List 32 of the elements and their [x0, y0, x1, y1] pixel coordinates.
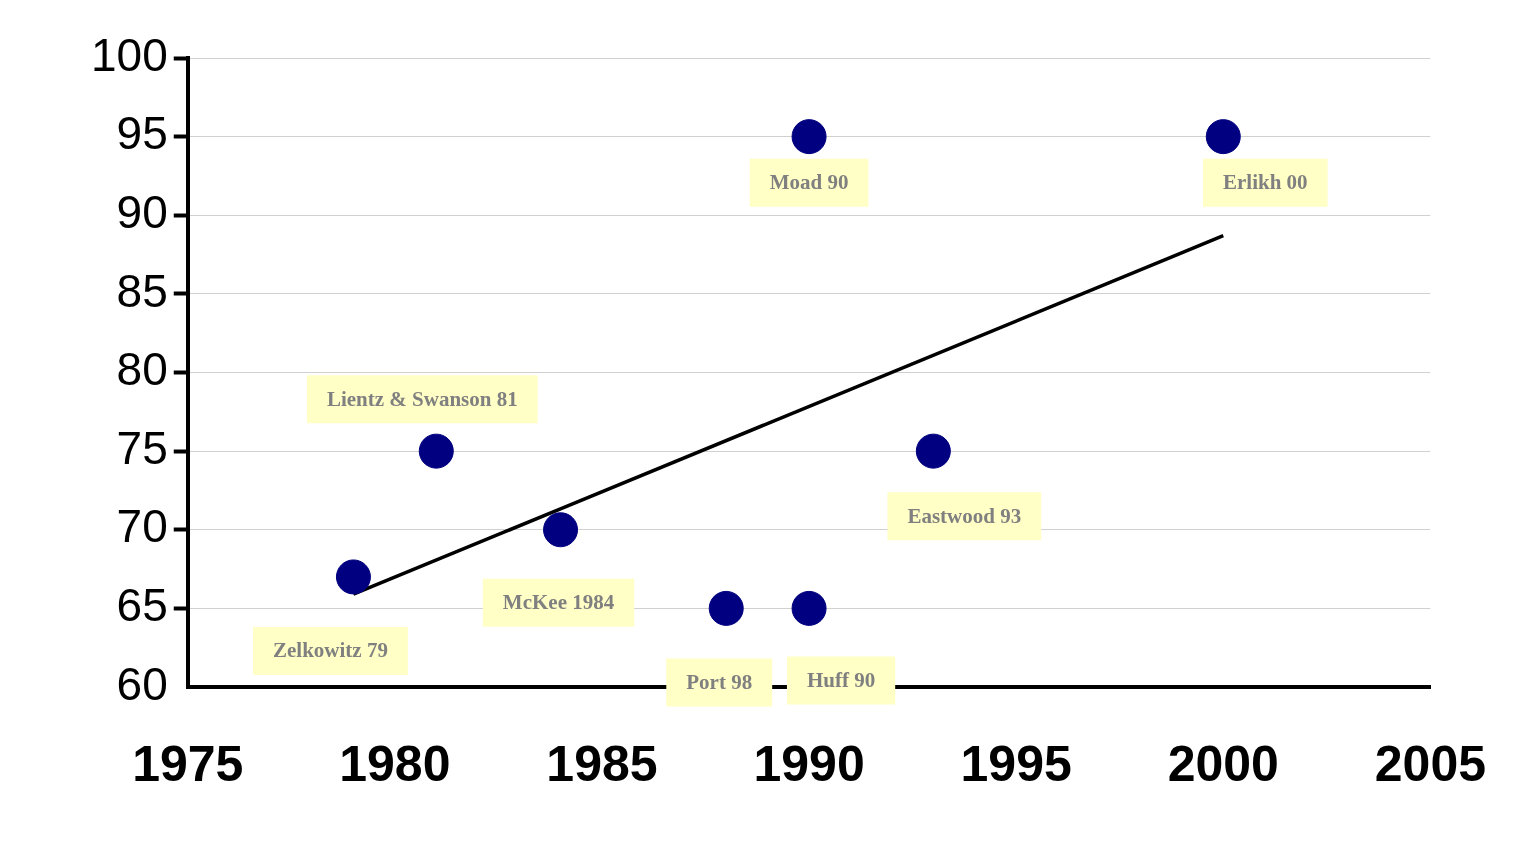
annotation: Erlikh 00	[1222, 170, 1308, 195]
annotation: Moad 90	[769, 170, 849, 195]
x-tick-label: 1980	[339, 735, 451, 792]
x-tick-label: 1985	[546, 735, 658, 792]
y-tick-label: 95	[116, 107, 168, 160]
y-tick-label: 65	[116, 579, 168, 632]
x-tick-label: 2005	[1374, 735, 1486, 792]
point	[791, 119, 827, 155]
x-tick-label: 1990	[753, 735, 865, 792]
x-tick-label: 1995	[960, 735, 1072, 792]
annotation: McKee 1984	[502, 590, 615, 615]
annotation: Eastwood 93	[907, 503, 1022, 528]
x-tick-label: 1975	[132, 735, 244, 792]
y-tick-label: 60	[116, 657, 168, 710]
y-tick-label: 70	[116, 500, 168, 553]
point	[418, 433, 454, 469]
annotation: Huff 90	[806, 667, 876, 692]
x-tick-label: 2000	[1167, 735, 1279, 792]
annotation: Zelkowitz 79	[272, 638, 388, 663]
point	[1205, 119, 1241, 155]
point	[543, 512, 579, 548]
point	[915, 433, 951, 469]
y-tick-label: 85	[116, 264, 168, 317]
y-tick-label: 80	[116, 343, 168, 396]
y-tick-label: 75	[116, 421, 168, 474]
point	[708, 590, 744, 626]
point	[335, 559, 371, 595]
annotation: Lientz & Swanson 81	[326, 386, 518, 411]
annotation: Port 98	[686, 669, 753, 694]
y-tick-label: 90	[116, 185, 168, 238]
y-tick-label: 100	[91, 28, 168, 81]
point	[791, 590, 827, 626]
